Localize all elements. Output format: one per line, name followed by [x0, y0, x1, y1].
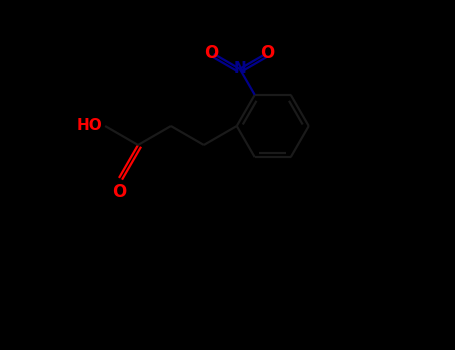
- Text: N: N: [233, 61, 246, 76]
- Text: HO: HO: [76, 118, 102, 133]
- Text: O: O: [112, 183, 126, 201]
- Text: O: O: [205, 44, 219, 62]
- Text: O: O: [261, 44, 275, 62]
